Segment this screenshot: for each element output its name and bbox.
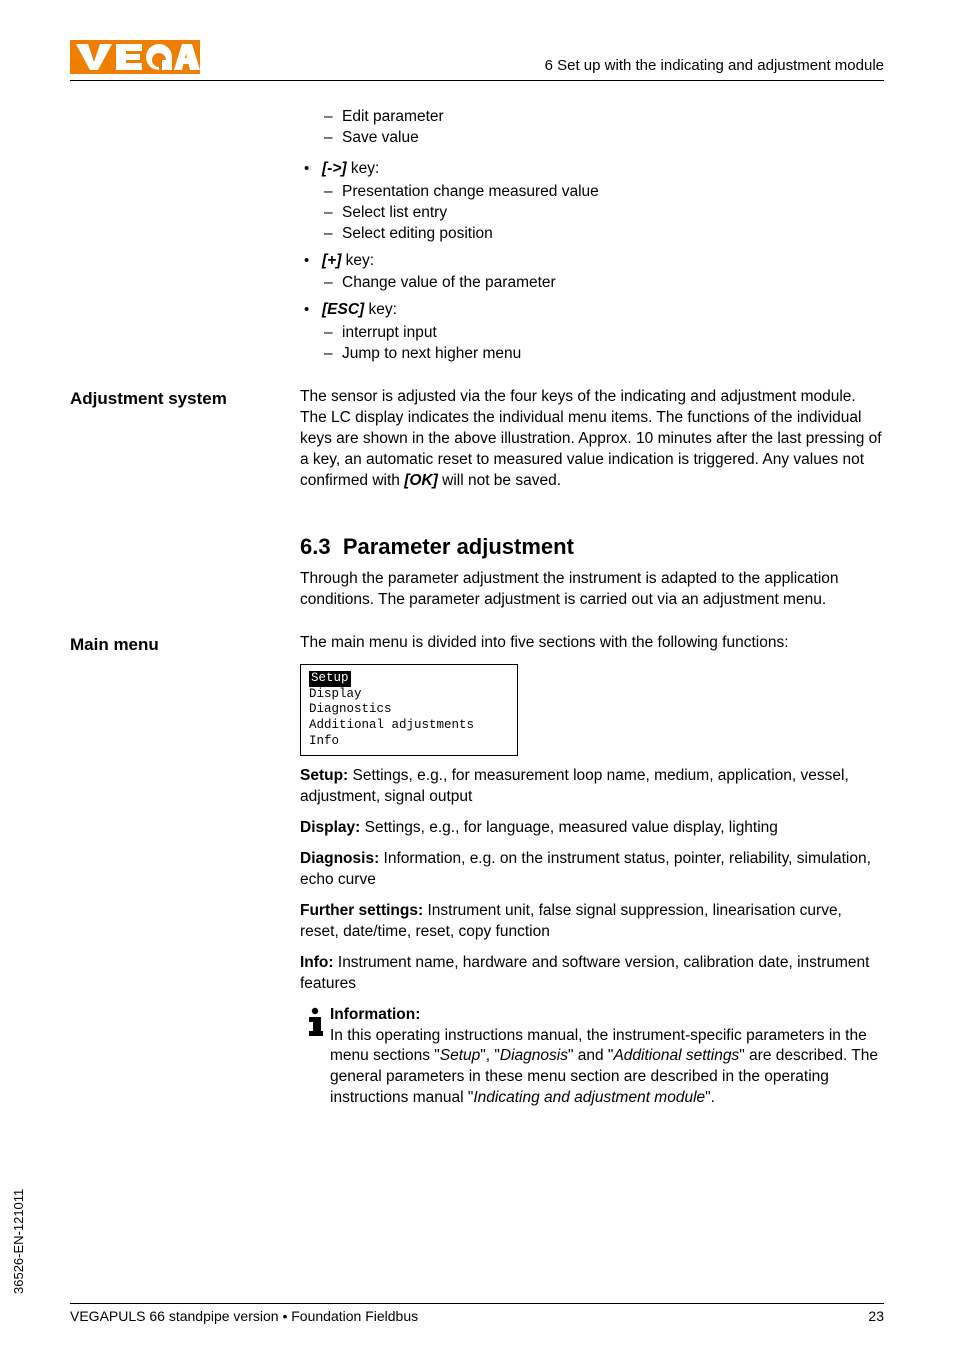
lbl-setup: Setup: — [300, 767, 348, 784]
info-icon — [300, 1005, 330, 1044]
information-block: Information: In this operating instructi… — [300, 1005, 884, 1110]
para-info: Info: Instrument name, hardware and soft… — [300, 953, 884, 995]
document-code: 36526-EN-121011 — [11, 1189, 26, 1294]
key-plus-item-0: Change value of the parameter — [322, 273, 884, 294]
para-further: Further settings: Instrument unit, false… — [300, 901, 884, 943]
mainmenu-intro: The main menu is divided into five secti… — [300, 633, 884, 654]
para-diagnosis: Diagnosis: Information, e.g. on the inst… — [300, 849, 884, 891]
key-arrow: [->] key: Presentation change measured v… — [300, 159, 884, 245]
lcd-line-1: Setup — [309, 671, 351, 687]
key-plus-label: [+] — [322, 252, 341, 269]
para-setup: Setup: Settings, e.g., for measurement l… — [300, 766, 884, 808]
section-6-3-heading: 6.3 Parameter adjustment — [300, 532, 884, 562]
key-plus: [+] key: Change value of the parameter — [300, 251, 884, 295]
info-head: Information: — [330, 1005, 884, 1026]
info-mid2: " and " — [568, 1047, 613, 1064]
intro-dash-2: Save value — [322, 128, 884, 149]
lcd-box: Setup Display Diagnostics Additional adj… — [300, 664, 518, 756]
lbl-diagnosis: Diagnosis: — [300, 850, 379, 867]
page-footer: VEGAPULS 66 standpipe version • Foundati… — [70, 1303, 884, 1324]
section-6-3-num: 6.3 — [300, 534, 331, 559]
footer-right: 23 — [868, 1308, 884, 1324]
key-esc-item-0: interrupt input — [322, 323, 884, 344]
key-esc-suffix: key: — [364, 301, 397, 318]
info-i1: Setup — [440, 1047, 481, 1064]
lcd-line-3: Diagnostics — [309, 702, 509, 718]
lbl-further: Further settings: — [300, 902, 423, 919]
section-6-3-para: Through the parameter adjustment the ins… — [300, 569, 884, 611]
key-arrow-label: [->] — [322, 160, 347, 177]
info-mid1: ", " — [480, 1047, 500, 1064]
lcd-line-2: Display — [309, 687, 509, 703]
lbl-info: Info: — [300, 954, 334, 971]
intro-dash-1: Edit parameter — [322, 107, 884, 128]
header-section-title: 6 Set up with the indicating and adjustm… — [545, 57, 884, 74]
adjustment-text-post: will not be saved. — [438, 472, 561, 489]
txt-info: Instrument name, hardware and software v… — [300, 954, 869, 992]
info-i4: Indicating and adjustment module — [473, 1089, 705, 1106]
key-esc: [ESC] key: interrupt input Jump to next … — [300, 300, 884, 365]
label-main-menu: Main menu — [70, 633, 300, 1109]
lcd-line-5: Info — [309, 734, 509, 750]
key-arrow-item-1: Select list entry — [322, 203, 884, 224]
key-esc-label: [ESC] — [322, 301, 364, 318]
key-plus-suffix: key: — [341, 252, 374, 269]
vega-logo — [70, 40, 200, 74]
section-6-3-title: Parameter adjustment — [343, 534, 574, 559]
txt-setup: Settings, e.g., for measurement loop nam… — [300, 767, 849, 805]
key-esc-item-1: Jump to next higher menu — [322, 344, 884, 365]
adjustment-text: The sensor is adjusted via the four keys… — [300, 387, 884, 492]
info-post2: ". — [705, 1089, 715, 1106]
txt-diagnosis: Information, e.g. on the instrument stat… — [300, 850, 871, 888]
label-adjustment-system: Adjustment system — [70, 387, 300, 502]
info-text: In this operating instructions manual, t… — [330, 1026, 884, 1110]
key-arrow-item-0: Presentation change measured value — [322, 182, 884, 203]
info-i2: Diagnosis — [500, 1047, 568, 1064]
key-arrow-item-2: Select editing position — [322, 224, 884, 245]
page-header: 6 Set up with the indicating and adjustm… — [70, 40, 884, 81]
footer-left: VEGAPULS 66 standpipe version • Foundati… — [70, 1308, 418, 1324]
key-arrow-suffix: key: — [347, 160, 380, 177]
side-label-empty — [70, 105, 300, 375]
adjustment-text-pre: The sensor is adjusted via the four keys… — [300, 388, 882, 489]
info-i3: Additional settings — [613, 1047, 739, 1064]
lcd-line-4: Additional adjustments — [309, 718, 509, 734]
txt-display: Settings, e.g., for language, measured v… — [360, 819, 778, 836]
para-display: Display: Settings, e.g., for language, m… — [300, 818, 884, 839]
adjustment-ok: [OK] — [404, 472, 438, 489]
lbl-display: Display: — [300, 819, 360, 836]
